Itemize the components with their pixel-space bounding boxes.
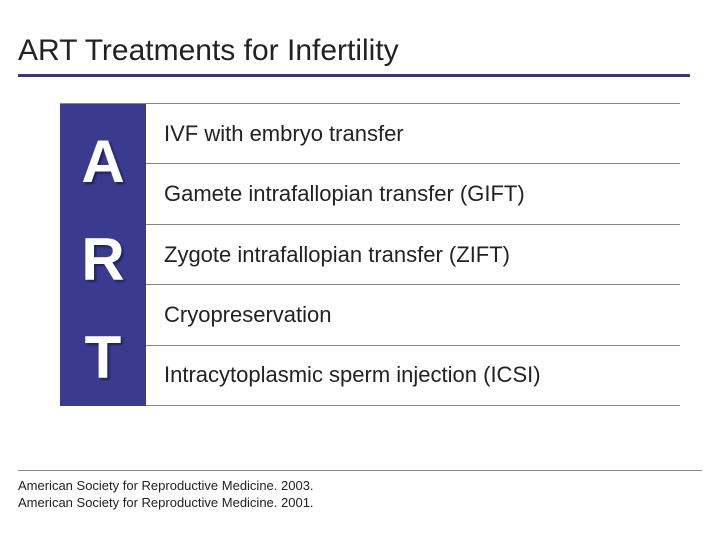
content-area: A R T IVF with embryo transfer Gamete in…	[60, 103, 680, 406]
letter-r: R	[81, 230, 124, 290]
citation-line: American Society for Reproductive Medici…	[18, 494, 702, 512]
list-item: Intracytoplasmic sperm injection (ICSI)	[146, 346, 680, 406]
treatments-list: IVF with embryo transfer Gamete intrafal…	[146, 104, 680, 406]
list-item: Gamete intrafallopian transfer (GIFT)	[146, 164, 680, 224]
list-item: IVF with embryo transfer	[146, 104, 680, 164]
slide: ART Treatments for Infertility A R T IVF…	[0, 0, 720, 540]
letter-t: T	[85, 328, 122, 388]
page-title: ART Treatments for Infertility	[18, 34, 690, 77]
citation-line: American Society for Reproductive Medici…	[18, 477, 702, 495]
list-item: Cryopreservation	[146, 285, 680, 345]
list-item: Zygote intrafallopian transfer (ZIFT)	[146, 225, 680, 285]
citations: American Society for Reproductive Medici…	[18, 470, 702, 512]
letter-column: A R T	[60, 104, 146, 406]
letter-a: A	[81, 132, 124, 192]
